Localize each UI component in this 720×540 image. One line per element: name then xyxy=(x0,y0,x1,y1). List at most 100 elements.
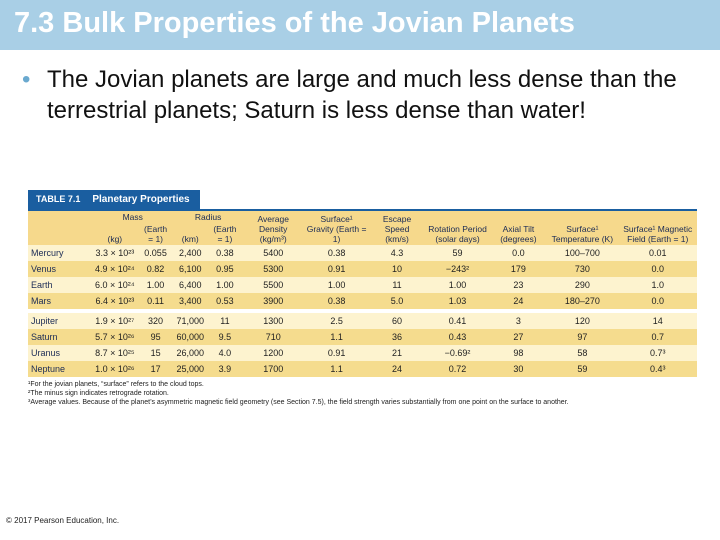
cell-radius: 6,400 xyxy=(173,277,208,293)
bullet-dot-icon: • xyxy=(22,66,31,93)
cell-temp: 180–270 xyxy=(546,293,619,311)
cell-density: 3900 xyxy=(242,293,304,311)
cell-planet: Uranus xyxy=(28,345,92,361)
cell-radius-e: 9.5 xyxy=(207,329,243,345)
cell-rotation: 59 xyxy=(424,245,491,261)
cell-mass: 5.7 × 10²⁶ xyxy=(92,329,138,345)
header-planet xyxy=(28,209,92,245)
cell-tilt: 24 xyxy=(490,293,547,311)
cell-gravity: 0.91 xyxy=(303,345,370,361)
cell-radius-e: 1.00 xyxy=(207,277,243,293)
header-escape: Escape Speed (km/s) xyxy=(369,209,425,245)
cell-mag: 0.01 xyxy=(618,245,697,261)
cell-temp: 120 xyxy=(546,309,619,329)
cell-density: 710 xyxy=(242,329,304,345)
cell-escape: 60 xyxy=(369,309,425,329)
cell-radius-e: 3.9 xyxy=(207,361,243,377)
cell-density: 1300 xyxy=(242,309,304,329)
cell-gravity: 1.1 xyxy=(303,361,370,377)
footnote: ²The minus sign indicates retrograde rot… xyxy=(28,390,169,397)
title-bar: 7.3 Bulk Properties of the Jovian Planet… xyxy=(0,0,720,50)
table-header-bar: TABLE 7.1 Planetary Properties xyxy=(28,190,697,209)
cell-radius: 60,000 xyxy=(173,329,208,345)
cell-planet: Neptune xyxy=(28,361,92,377)
cell-tilt: 27 xyxy=(490,329,547,345)
cell-radius: 71,000 xyxy=(173,309,208,329)
cell-gravity: 1.1 xyxy=(303,329,370,345)
cell-mag: 0.7³ xyxy=(618,345,697,361)
planetary-properties-figure: TABLE 7.1 Planetary Properties Mass Radi… xyxy=(28,190,697,407)
cell-tilt: 30 xyxy=(490,361,547,377)
cell-mass-e: 0.82 xyxy=(137,261,174,277)
table-row: Neptune 1.0 × 10²⁶ 17 25,000 3.9 1700 1.1 24 0.7… xyxy=(28,361,697,377)
cell-gravity: 0.91 xyxy=(303,261,370,277)
cell-planet: Mercury xyxy=(28,245,92,261)
cell-escape: 11 xyxy=(369,277,425,293)
cell-escape: 5.0 xyxy=(369,293,425,311)
cell-tilt: 0.0 xyxy=(490,245,547,261)
cell-mass-e: 0.11 xyxy=(137,293,174,311)
table-body: Mercury 3.3 × 10²³ 0.055 2,400 0.38 5400 0.38 4… xyxy=(28,245,697,377)
cell-mag: 0.4³ xyxy=(618,361,697,377)
bullet-point: • The Jovian planets are large and much … xyxy=(22,64,712,126)
cell-escape: 10 xyxy=(369,261,425,277)
cell-planet: Earth xyxy=(28,277,92,293)
cell-escape: 21 xyxy=(369,345,425,361)
footnote: ³Average values. Because of the planet’s… xyxy=(28,399,569,406)
cell-mass-e: 15 xyxy=(137,345,174,361)
table-row: Earth 6.0 × 10²⁴ 1.00 6,400 1.00 5500 1.00 11 1.… xyxy=(28,277,697,293)
cell-radius-e: 0.38 xyxy=(207,245,243,261)
cell-radius-e: 11 xyxy=(207,309,243,329)
cell-radius-e: 4.0 xyxy=(207,345,243,361)
cell-mag: 1.0 xyxy=(618,277,697,293)
slide-title: 7.3 Bulk Properties of the Jovian Planet… xyxy=(14,7,575,39)
cell-radius: 25,000 xyxy=(173,361,208,377)
table-subheader-row: (kg) (Earth = 1) (km) (Earth = 1) xyxy=(28,223,697,245)
table-row: Venus 4.9 × 10²⁴ 0.82 6,100 0.95 5300 0.91 10 −2… xyxy=(28,261,697,277)
cell-mag: 0.0 xyxy=(618,261,697,277)
cell-mass: 1.0 × 10²⁶ xyxy=(92,361,138,377)
cell-temp: 730 xyxy=(546,261,619,277)
cell-planet: Jupiter xyxy=(28,309,92,329)
planetary-properties-table: Mass Radius Average Density (kg/m³) Surf… xyxy=(28,209,697,377)
cell-radius: 26,000 xyxy=(173,345,208,361)
header-gravity: Surface¹ Gravity (Earth = 1) xyxy=(303,209,370,245)
cell-density: 5500 xyxy=(242,277,304,293)
header-radius-group: Radius xyxy=(173,209,243,223)
table-footnotes: ¹For the jovian planets, “surface” refer… xyxy=(28,380,697,407)
cell-gravity: 1.00 xyxy=(303,277,370,293)
cell-gravity: 2.5 xyxy=(303,309,370,329)
cell-radius-e: 0.53 xyxy=(207,293,243,311)
cell-rotation: 0.43 xyxy=(424,329,491,345)
header-rotation: Rotation Period (solar days) xyxy=(424,209,491,245)
cell-planet: Venus xyxy=(28,261,92,277)
table-title: Planetary Properties xyxy=(88,190,200,209)
table-row: Jupiter 1.9 × 10²⁷ 320 71,000 11 1300 2.5 60 0.4… xyxy=(28,309,697,329)
table-row: Mercury 3.3 × 10²³ 0.055 2,400 0.38 5400 0.38 4… xyxy=(28,245,697,261)
cell-tilt: 23 xyxy=(490,277,547,293)
cell-escape: 4.3 xyxy=(369,245,425,261)
header-mass-group: Mass xyxy=(92,209,174,223)
cell-mass: 6.4 × 10²³ xyxy=(92,293,138,311)
cell-mag: 14 xyxy=(618,309,697,329)
cell-temp: 290 xyxy=(546,277,619,293)
copyright-notice: © 2017 Pearson Education, Inc. xyxy=(6,516,120,525)
bullet-text: The Jovian planets are large and much le… xyxy=(47,66,677,124)
cell-density: 5400 xyxy=(242,245,304,261)
table-number: TABLE 7.1 xyxy=(28,190,89,209)
header-radius-earth: (Earth = 1) xyxy=(207,223,243,245)
cell-planet: Saturn xyxy=(28,329,92,345)
header-density: Average Density (kg/m³) xyxy=(242,209,304,245)
cell-gravity: 0.38 xyxy=(303,245,370,261)
header-mass-earth: (Earth = 1) xyxy=(137,223,174,245)
cell-planet: Mars xyxy=(28,293,92,311)
cell-mass-e: 17 xyxy=(137,361,174,377)
cell-rotation: −243² xyxy=(424,261,491,277)
cell-gravity: 0.38 xyxy=(303,293,370,311)
header-temperature: Surface¹ Temperature (K) xyxy=(546,209,619,245)
cell-temp: 58 xyxy=(546,345,619,361)
cell-rotation: 0.41 xyxy=(424,309,491,329)
cell-mass-e: 0.055 xyxy=(137,245,174,261)
header-tilt: Axial Tilt (degrees) xyxy=(490,209,547,245)
cell-radius: 6,100 xyxy=(173,261,208,277)
